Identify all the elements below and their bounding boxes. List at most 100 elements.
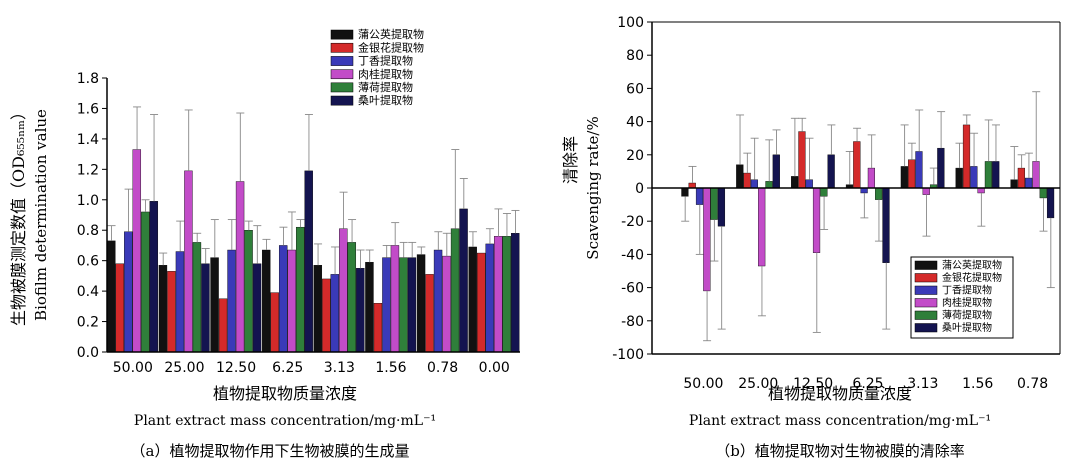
a-bar [450, 228, 460, 353]
a-bar [167, 271, 176, 353]
b-bar [791, 176, 799, 189]
chart-a-ylabel-en: Biofilm determination value [32, 109, 50, 321]
b-bar [1017, 167, 1025, 189]
b-legend-swatch [914, 285, 938, 295]
b-bar [703, 187, 711, 292]
chart-b-xlabel-en: Plant extract mass concentration/mg·mL⁻¹ [689, 413, 991, 429]
a-legend-label: 肉桂提取物 [358, 67, 413, 81]
b-legend-swatch [914, 323, 938, 333]
b-legend-swatch [914, 260, 938, 270]
a-bar [175, 251, 185, 353]
a-bar [304, 170, 313, 353]
a-bar [261, 249, 271, 353]
a-bar [407, 257, 417, 353]
chart-b-xlabel-cn: 植物提取物质量浓度 [768, 384, 912, 403]
a-xtick-label: 12.50 [216, 360, 256, 376]
a-bar [476, 252, 486, 353]
a-bar [244, 230, 253, 353]
a-xtick-label: 50.00 [113, 360, 153, 376]
b-bar [970, 166, 978, 189]
b-xtick-label: 3.13 [907, 376, 938, 392]
a-bar [132, 149, 142, 353]
a-bar [158, 265, 168, 353]
b-legend-label: 薄荷提取物 [942, 309, 992, 322]
a-ytick-label: 1.0 [77, 193, 99, 209]
a-legend-swatch [330, 82, 354, 93]
a-legend-label: 桑叶提取物 [358, 93, 413, 107]
b-bar [882, 187, 890, 263]
chart-a-caption: （a）植物提取物作用下生物被膜的生成量 [131, 442, 410, 460]
b-bar [758, 187, 766, 267]
a-bar [347, 242, 357, 353]
a-bar [278, 245, 288, 353]
b-legend-label: 蒲公英提取物 [942, 259, 1002, 272]
b-bar [853, 141, 861, 189]
a-xtick-label: 6.25 [272, 360, 303, 376]
a-bar [252, 263, 262, 353]
a-bar [218, 298, 228, 353]
a-ytick-label: 1.8 [77, 71, 99, 87]
b-bar [1025, 177, 1033, 189]
a-bar [468, 246, 477, 353]
a-bar [270, 292, 279, 353]
b-bar [992, 161, 1000, 189]
a-bar [287, 249, 296, 353]
b-ytick-label: 80 [626, 48, 644, 64]
b-bar [1046, 187, 1055, 219]
b-bar [710, 187, 718, 220]
b-bar [1039, 187, 1047, 199]
b-bar [695, 187, 704, 205]
b-bar [937, 147, 945, 189]
b-bar [1032, 161, 1040, 189]
b-bar [1010, 179, 1018, 189]
a-legend-label: 丁香提取物 [358, 54, 413, 68]
a-legend-label: 薄荷提取物 [358, 80, 413, 94]
a-bar [442, 255, 451, 353]
a-ytick-label: 1.2 [77, 162, 99, 178]
b-legend-swatch [914, 273, 938, 283]
b-bar [900, 166, 908, 189]
b-bar [750, 179, 758, 189]
a-bar [425, 274, 434, 353]
a-bar [184, 170, 193, 353]
chart-a-xlabel-cn: 植物提取物质量浓度 [213, 384, 357, 403]
b-bar [962, 124, 971, 189]
a-bar [416, 254, 426, 353]
chart-b-caption: （b）植物提取物对生物被膜的清除率 [715, 442, 965, 460]
a-legend-label: 蒲公英提取物 [358, 27, 424, 41]
a-ytick-label: 1.6 [77, 101, 99, 117]
b-xtick-label: 50.00 [683, 376, 723, 392]
a-bar [365, 261, 374, 353]
a-legend-swatch [330, 42, 354, 53]
a-bar [235, 181, 245, 353]
b-ytick-label: -100 [612, 347, 644, 363]
b-bar [984, 161, 993, 189]
b-bar [717, 187, 726, 227]
a-bar [510, 233, 520, 353]
a-legend-label: 金银花提取物 [358, 40, 424, 54]
a-bar [313, 265, 323, 353]
a-bar [502, 236, 511, 353]
a-bar [493, 236, 503, 353]
b-ytick-label: 60 [626, 81, 644, 97]
b-bar [798, 131, 806, 189]
b-legend-label: 丁香提取物 [942, 284, 992, 297]
b-ytick-label: -60 [621, 281, 644, 297]
b-bar [875, 187, 883, 200]
a-bar [382, 257, 391, 353]
b-xtick-label: 1.56 [962, 376, 993, 392]
b-bar [922, 187, 930, 195]
a-ytick-label: 0.8 [77, 223, 99, 239]
a-bar [149, 201, 159, 353]
a-bar [124, 231, 133, 353]
chart-b-ylabel-cn: 清除率 [561, 136, 580, 184]
b-ytick-label: -80 [621, 314, 644, 330]
a-bar [399, 257, 408, 353]
b-legend-swatch [914, 298, 938, 308]
b-xtick-label: 25.00 [738, 376, 778, 392]
b-bar [765, 181, 773, 189]
a-bar [210, 257, 219, 353]
b-ytick-label: 20 [626, 148, 644, 164]
b-ytick-label: -20 [621, 214, 644, 230]
